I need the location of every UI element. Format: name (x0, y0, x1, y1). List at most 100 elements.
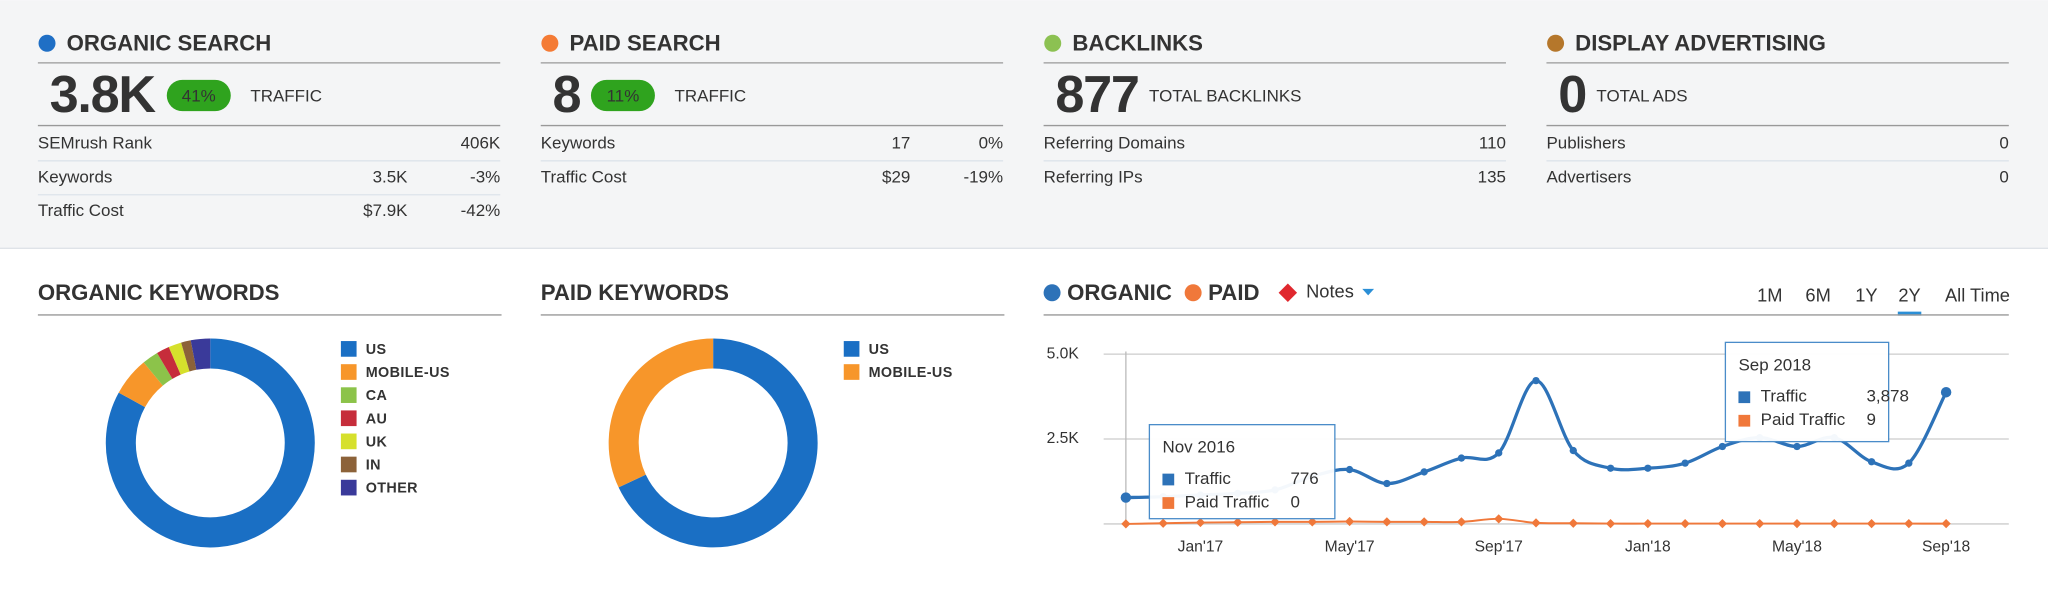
tooltip-swatch (1738, 391, 1751, 404)
series-point (1941, 518, 1951, 529)
series-point (1120, 492, 1132, 503)
row-label: Traffic Cost (541, 167, 627, 186)
series-point (1345, 465, 1354, 474)
legend-swatch (340, 433, 357, 450)
row-value: $7.9K (363, 201, 408, 220)
tooltip-name: Traffic (1761, 387, 1808, 406)
series-point (1270, 517, 1280, 527)
legend-label: MOBILE-US (869, 365, 953, 381)
tooltip-title: Nov 2016 (1162, 438, 1235, 457)
legend-label: IN (366, 458, 381, 474)
donut-segment (181, 340, 197, 372)
series-point (1940, 387, 1952, 398)
legend-label: US (869, 342, 890, 358)
row-value: 0 (1999, 133, 2008, 152)
series-point (1792, 518, 1802, 529)
series-point (1495, 449, 1503, 457)
tooltip (1148, 423, 1336, 520)
series-point (1457, 454, 1466, 462)
series-point (1121, 519, 1131, 529)
tooltip-value: 9 (1866, 410, 1875, 429)
series-point (1644, 464, 1652, 472)
tooltip-swatch (1162, 497, 1175, 509)
series-point (1456, 517, 1467, 527)
legend-swatch (340, 341, 357, 357)
series-point (1606, 464, 1615, 472)
legend-label: UK (366, 434, 388, 450)
row-label: Traffic Cost (38, 201, 124, 220)
badge-text: 11% (607, 86, 640, 105)
legend-dot (1184, 284, 1202, 302)
donut-segment (105, 338, 315, 548)
series-point (1344, 516, 1355, 527)
legend-label: CA (366, 388, 388, 404)
row-value: 3.5K (373, 167, 409, 186)
notes-icon (1278, 283, 1298, 302)
series-point (1680, 518, 1690, 529)
tooltip-name: Paid Traffic (1185, 493, 1270, 512)
tooltip-swatch (1162, 473, 1175, 486)
row-value: 17 (891, 133, 910, 152)
legend-label: US (366, 342, 387, 358)
x-tick-label: Sep'17 (1475, 539, 1523, 556)
legend-label: OTHER (366, 481, 418, 497)
row-value: 110 (1479, 133, 1506, 152)
headline-value: 877 (1055, 66, 1138, 124)
series-point (1829, 518, 1839, 529)
section-dot (1547, 34, 1565, 52)
badge-text: 41% (182, 86, 216, 105)
series-point (1717, 518, 1728, 529)
series-point (1867, 458, 1876, 466)
tooltip-title: Sep 2018 (1738, 355, 1811, 374)
legend-swatch (340, 387, 357, 403)
range-button[interactable]: 2Y (1898, 284, 1920, 305)
row-value: 135 (1478, 167, 1506, 186)
series-point (1494, 514, 1504, 524)
notes-caret[interactable] (1362, 288, 1375, 296)
y-tick-label: 2.5K (1047, 430, 1080, 447)
section-title: PAID SEARCH (569, 30, 720, 55)
legend-swatch (340, 456, 357, 473)
tooltip (1724, 341, 1890, 443)
badge (166, 79, 231, 112)
range-button[interactable]: All Time (1945, 284, 2010, 305)
row-change: -19% (963, 167, 1003, 186)
row-change: 0% (979, 133, 1004, 152)
tooltip-name: Paid Traffic (1761, 410, 1846, 429)
section-title: DISPLAY ADVERTISING (1575, 30, 1826, 55)
series-point (1195, 517, 1206, 528)
x-tick-label: Jan'17 (1178, 539, 1224, 556)
x-tick-label: Sep'18 (1922, 539, 1971, 556)
series-point (1568, 518, 1578, 528)
series-point (1681, 459, 1689, 467)
tooltip-value: 3,878 (1866, 387, 1908, 406)
range-button[interactable]: 1M (1757, 284, 1782, 305)
legend-label: MOBILE-US (366, 365, 450, 381)
summary-band (0, 0, 2048, 249)
donut-segment (157, 347, 181, 379)
series-point (1643, 518, 1653, 529)
row-value: 0 (1999, 167, 2008, 186)
section-title: BACKLINKS (1072, 30, 1203, 55)
row-label: Keywords (38, 167, 113, 186)
headline-caption: TOTAL ADS (1596, 86, 1687, 105)
legend-swatch (340, 479, 357, 496)
donut-segment (618, 338, 818, 548)
tooltip-swatch (1738, 414, 1751, 427)
series-point (1569, 446, 1577, 455)
range-button[interactable]: 1Y (1855, 284, 1877, 305)
row-value: 406K (461, 133, 501, 152)
row-label: Advertisers (1546, 167, 1631, 186)
tooltip-name: Traffic (1185, 469, 1232, 488)
range-button[interactable]: 6M (1805, 284, 1830, 305)
chart-title: PAID KEYWORDS (541, 280, 729, 305)
series-point (1382, 517, 1392, 527)
row-label: SEMrush Rank (38, 133, 153, 152)
legend-swatch (340, 410, 357, 427)
x-tick-label: May'18 (1772, 539, 1822, 556)
notes-button[interactable]: Notes (1306, 281, 1354, 302)
series-point (1532, 376, 1540, 385)
row-label: Keywords (541, 133, 616, 152)
legend-swatch (843, 341, 860, 357)
tooltip-value: 776 (1290, 469, 1318, 488)
